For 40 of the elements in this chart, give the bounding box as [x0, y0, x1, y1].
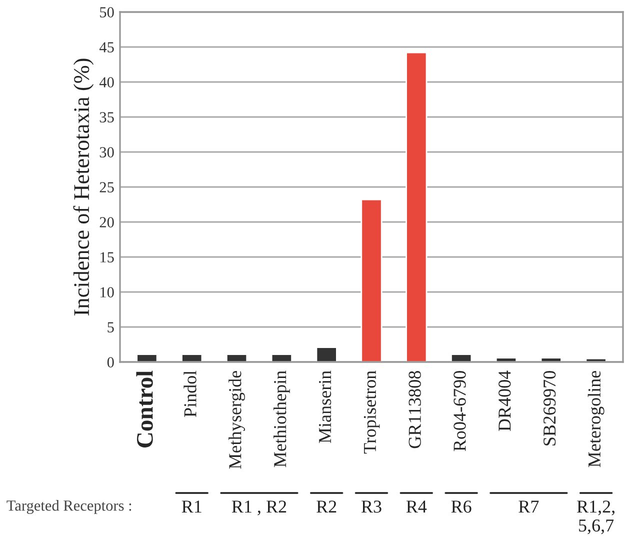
y-axis-title: Incidence of Heterotaxia (%) — [73, 58, 94, 316]
text: R2 — [316, 500, 336, 513]
bar — [316, 346, 338, 362]
y-tick-label: 0 — [107, 357, 114, 368]
x-tick-label: DR4004 — [498, 370, 511, 432]
x-tick-label: Pindol — [184, 370, 196, 417]
x-tick-label: Meterogoline — [588, 370, 604, 468]
x-tick-label: SB269970 — [543, 371, 556, 446]
bar — [360, 198, 382, 362]
bar — [136, 354, 158, 362]
bar — [406, 52, 428, 362]
text: R3 — [361, 500, 382, 513]
y-tick-label: 45 — [99, 42, 114, 52]
y-tick-label: 40 — [99, 77, 114, 88]
x-tick-label: Ro04-6790 — [454, 371, 466, 452]
text: R4 — [406, 500, 427, 513]
text: R1,2, 5,6,7 — [577, 500, 614, 534]
y-tick-label: 10 — [100, 287, 114, 298]
y-tick-label: 20 — [100, 217, 114, 228]
bar — [226, 354, 248, 362]
text: R7 — [518, 500, 539, 513]
y-tick-label: 35 — [100, 112, 114, 122]
bar — [270, 354, 292, 362]
x-tick-label: Tropisetron — [364, 370, 380, 454]
x-tick-label: Mianserin — [318, 370, 332, 444]
y-tick-label: 30 — [100, 147, 114, 158]
text: R1 — [182, 500, 202, 513]
y-tick-label: 5 — [108, 322, 114, 332]
text: Targeted Receptors : — [6, 500, 132, 514]
x-tick-label: Control — [136, 370, 153, 448]
x-tick-label: Methiothepin — [273, 370, 290, 468]
x-tick-label: GR113808 — [408, 371, 421, 448]
y-tick-label: 15 — [100, 252, 114, 262]
y-tick-label: 25 — [100, 182, 114, 192]
text: R6 — [451, 500, 472, 513]
bar — [450, 354, 472, 362]
bar — [181, 354, 203, 362]
x-tick-label: Methysergide — [228, 370, 245, 469]
y-tick-label: 50 — [100, 7, 114, 18]
text: R1 , R2 — [232, 500, 286, 516]
